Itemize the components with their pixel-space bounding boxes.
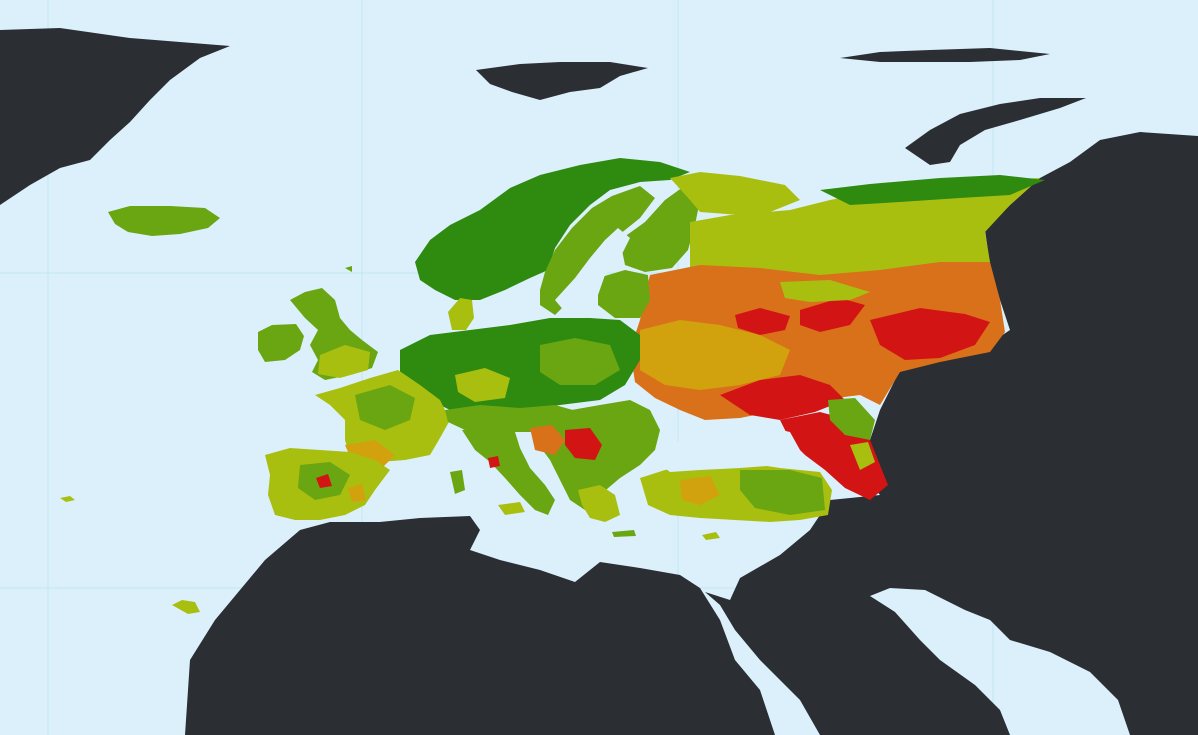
region-canaries[interactable] xyxy=(172,600,200,614)
region-norway[interactable] xyxy=(415,158,690,300)
region-iberia-fair[interactable] xyxy=(348,484,366,502)
region-central-mid-2[interactable] xyxy=(455,368,510,402)
region-britain-south[interactable] xyxy=(318,345,370,378)
region-denmark[interactable] xyxy=(448,298,474,330)
region-kola[interactable] xyxy=(670,172,800,215)
region-faroe[interactable] xyxy=(345,266,352,272)
region-russia-mid-1[interactable] xyxy=(780,280,870,302)
region-caucasus-green[interactable] xyxy=(828,398,875,440)
baltic-sea xyxy=(555,228,630,318)
region-italy-red[interactable] xyxy=(488,456,500,468)
region-ukraine[interactable] xyxy=(640,320,790,390)
region-turkey-fair[interactable] xyxy=(680,476,720,505)
region-sicily[interactable] xyxy=(498,502,525,515)
region-finland[interactable] xyxy=(620,182,700,272)
region-northern-russia-green[interactable] xyxy=(820,175,1045,205)
region-turkey-green[interactable] xyxy=(740,470,825,515)
region-russia-red-4[interactable] xyxy=(720,375,845,420)
region-baltics[interactable] xyxy=(598,270,650,318)
black-sea xyxy=(655,425,800,472)
region-iceland[interactable] xyxy=(108,206,220,236)
region-russia-red-3[interactable] xyxy=(870,308,990,360)
region-russia-red-1[interactable] xyxy=(735,308,790,335)
region-serbia-red[interactable] xyxy=(565,428,602,460)
region-france-green[interactable] xyxy=(355,385,415,430)
region-crete[interactable] xyxy=(612,530,636,537)
non-data-land xyxy=(0,28,1198,735)
region-iberia-red[interactable] xyxy=(316,474,332,488)
region-russia-red-2[interactable] xyxy=(800,298,865,332)
region-ireland[interactable] xyxy=(258,324,304,362)
region-sardinia[interactable] xyxy=(450,470,465,494)
region-azores[interactable] xyxy=(60,496,75,502)
region-cyprus[interactable] xyxy=(702,532,720,540)
region-italy[interactable] xyxy=(462,428,555,515)
region-greece[interactable] xyxy=(578,485,620,522)
region-northern-russia[interactable] xyxy=(690,178,1040,282)
region-central-mid[interactable] xyxy=(540,338,620,385)
region-balkans-fair[interactable] xyxy=(530,425,565,455)
region-caucasus-mid[interactable] xyxy=(850,442,875,470)
data-regions[interactable] xyxy=(60,158,1045,614)
